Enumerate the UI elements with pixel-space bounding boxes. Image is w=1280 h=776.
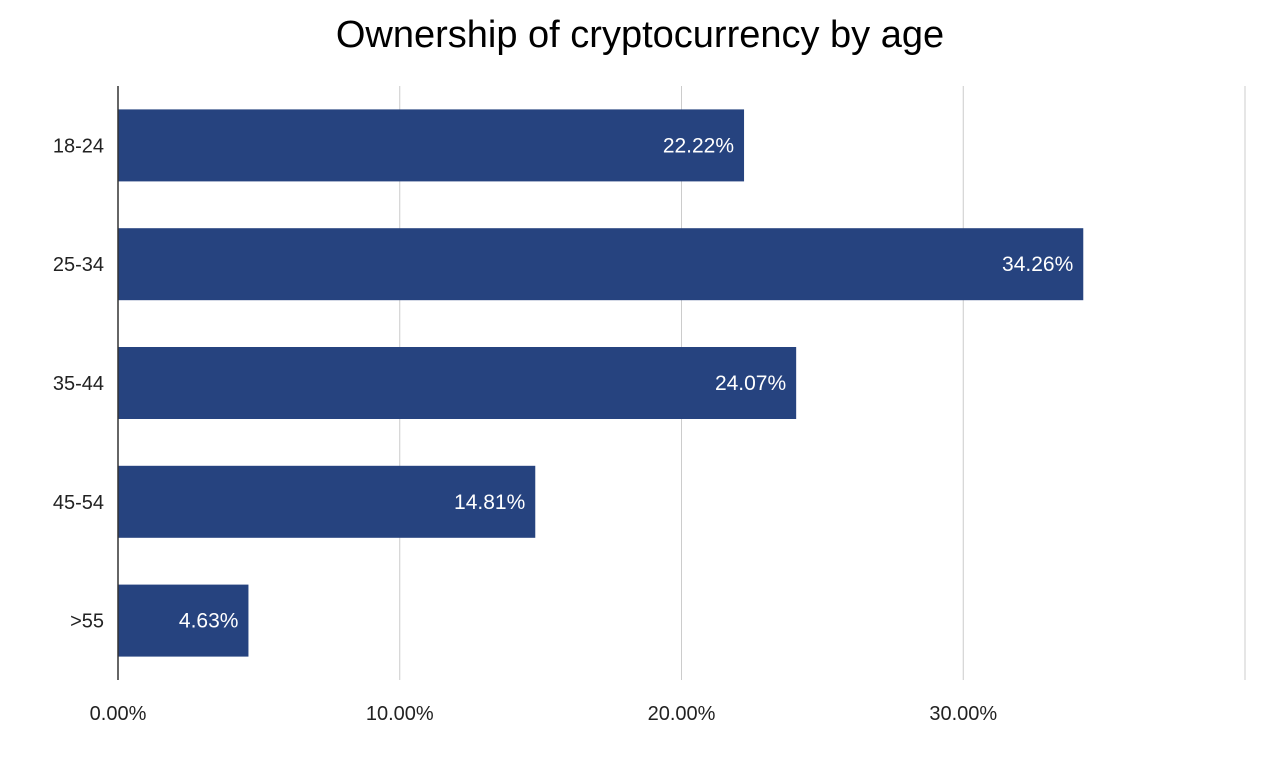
bar->55 <box>118 584 249 657</box>
y-tick-label-25-34: 25-34 <box>53 254 104 276</box>
x-tick-label-0: 0.00% <box>90 703 147 725</box>
y-tick-label-35-44: 35-44 <box>53 373 104 395</box>
data-label-45-54: 14.81% <box>454 491 525 514</box>
bar-35-44 <box>118 347 797 419</box>
data-label->55: 4.63% <box>179 610 239 633</box>
y-tick-label-18-24: 18-24 <box>53 135 104 157</box>
data-label-35-44: 24.07% <box>715 372 786 395</box>
bar-18-24 <box>118 109 745 182</box>
y-tick-label->55: >55 <box>70 611 104 633</box>
chart-title: Ownership of cryptocurrency by age <box>335 14 945 56</box>
x-tick-label-2: 20.00% <box>648 703 716 725</box>
data-label-25-34: 34.26% <box>1002 253 1073 276</box>
bar-45-54 <box>118 465 536 538</box>
data-label-18-24: 22.22% <box>663 134 734 157</box>
bar-25-34 <box>118 228 1084 301</box>
y-tick-label-45-54: 45-54 <box>53 492 104 514</box>
x-tick-label-1: 10.00% <box>366 703 434 725</box>
x-tick-label-3: 30.00% <box>929 703 997 725</box>
